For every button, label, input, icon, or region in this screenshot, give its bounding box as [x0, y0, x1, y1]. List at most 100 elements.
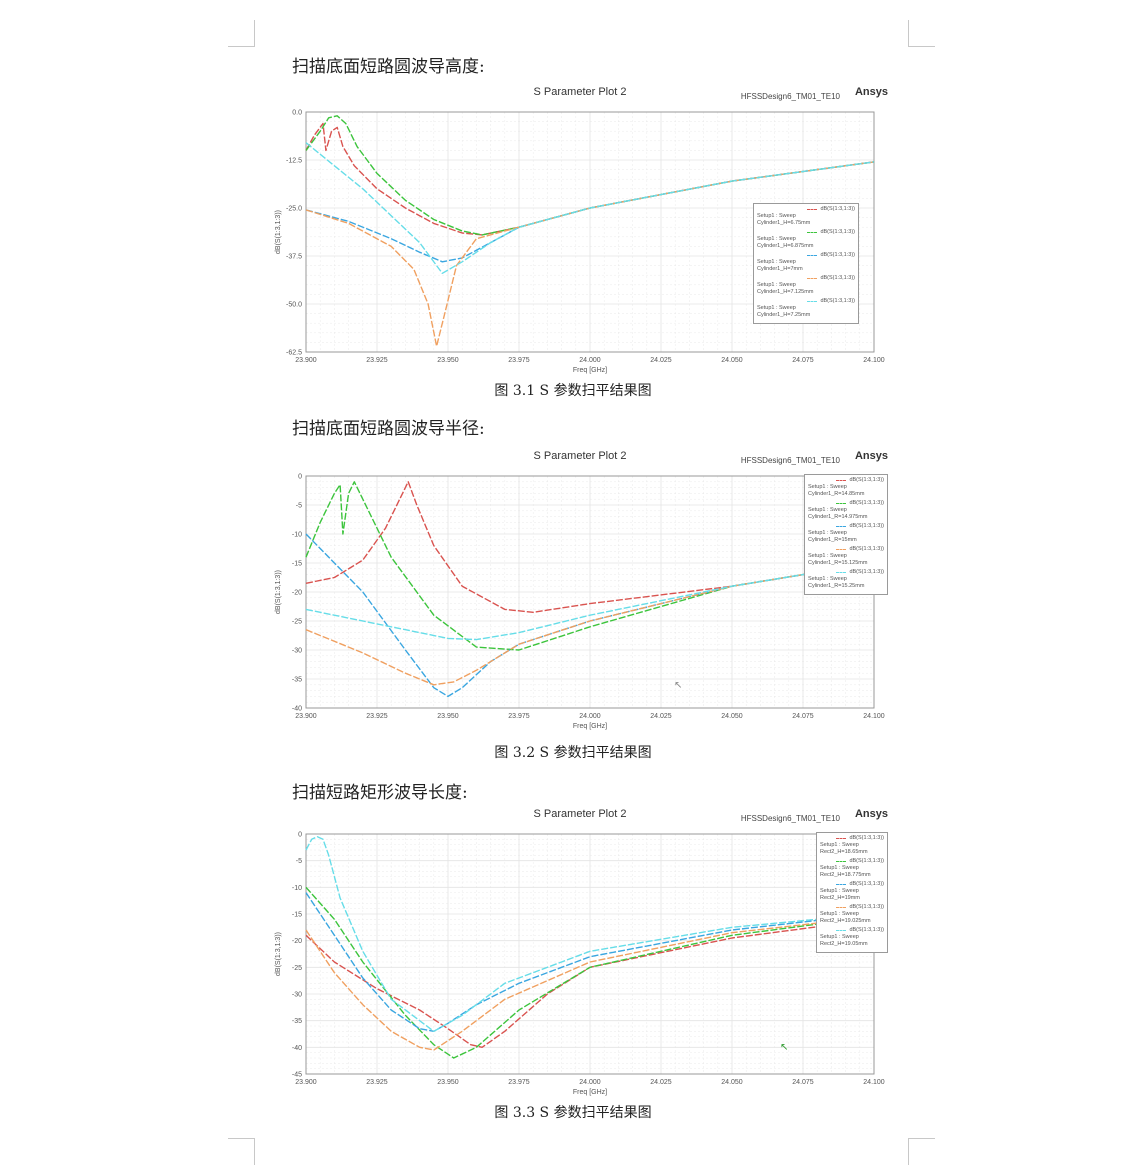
y-tick-label: -45 — [292, 1072, 302, 1079]
chart-3: S Parameter Plot 2 HFSSDesign6_TM01_TE10… — [268, 806, 892, 1098]
legend-swatch — [807, 278, 818, 279]
x-tick-label: 23.925 — [366, 713, 388, 720]
x-tick-label: 24.000 — [579, 713, 601, 720]
y-tick-label: -40 — [292, 1045, 302, 1052]
legend-entry-title: dB(S(1:3,1:3)) — [757, 298, 855, 305]
y-tick-label: 0 — [298, 832, 302, 839]
legend-setup: Setup1 : Sweep — [820, 911, 859, 917]
legend-entry-title: dB(S(1:3,1:3)) — [808, 477, 884, 484]
chart-title: S Parameter Plot 2 — [533, 808, 627, 820]
x-tick-label: 24.075 — [792, 357, 814, 364]
legend-swatch — [807, 209, 818, 210]
y-tick-label: -62.5 — [286, 350, 302, 357]
legend-param: Rect2_H=19mm — [820, 895, 860, 901]
chart-legend: dB(S(1:3,1:3)) Setup1 : Sweep Rect2_H=18.6… — [816, 832, 888, 953]
series-line-Rect2_H=19.025mm — [305, 916, 875, 1051]
legend-swatch — [807, 232, 818, 233]
x-tick-label: 24.100 — [863, 1079, 885, 1086]
legend-entry-title: dB(S(1:3,1:3)) — [757, 252, 855, 259]
figure-caption: 图 3.2 S 参数扫平结果图 — [494, 745, 652, 761]
y-tick-label: -10 — [292, 885, 302, 892]
chart-legend: dB(S(1:3,1:3)) Setup1 : Sweep Cylinder1_H=… — [753, 203, 859, 324]
legend-setup: Setup1 : Sweep — [808, 576, 847, 582]
legend-entry-title: dB(S(1:3,1:3)) — [808, 523, 884, 530]
legend-setup: Setup1 : Sweep — [808, 507, 847, 513]
x-tick-label: 24.050 — [721, 357, 743, 364]
series-line-Rect2_H=18.775mm — [305, 886, 875, 1059]
y-tick-label: -12.5 — [286, 158, 302, 165]
x-tick-label: 23.950 — [437, 1079, 459, 1086]
legend-entry: dB(S(1:3,1:3)) Setup1 : Sweep Cylinder1_H=… — [757, 229, 855, 250]
legend-label: dB(S(1:3,1:3)) — [849, 927, 884, 933]
legend-setup: Setup1 : Sweep — [820, 934, 859, 940]
section-heading: 扫描底面短路圆波导高度: — [292, 57, 485, 77]
series-line-Cylinder1_H=7.125mm — [305, 161, 875, 347]
y-tick-label: 0.0 — [292, 110, 302, 117]
x-tick-label: 23.950 — [437, 357, 459, 364]
x-tick-label: 23.900 — [295, 713, 317, 720]
y-tick-label: -50.0 — [286, 302, 302, 309]
chart-title: S Parameter Plot 2 — [533, 86, 627, 98]
chart-design-label: HFSSDesign6_TM01_TE10 — [740, 814, 840, 823]
legend-swatch — [836, 480, 847, 481]
chart-design-label: HFSSDesign6_TM01_TE10 — [740, 92, 840, 101]
series-line-Rect2_H=19.05mm — [305, 835, 875, 1033]
x-tick-label: 23.975 — [508, 713, 530, 720]
x-tick-label: 23.975 — [508, 1079, 530, 1086]
legend-swatch — [807, 301, 818, 302]
legend-swatch — [836, 907, 847, 908]
legend-param: Rect2_H=18.65mm — [820, 849, 868, 855]
legend-label: dB(S(1:3,1:3)) — [849, 477, 884, 483]
legend-entry: dB(S(1:3,1:3)) Setup1 : Sweep Cylinder1_R=… — [808, 500, 884, 521]
series-line-Cylinder1_H=7.25mm — [305, 142, 875, 275]
y-tick-label: 0 — [298, 474, 302, 481]
legend-setup: Setup1 : Sweep — [757, 236, 796, 242]
legend-swatch — [807, 255, 818, 256]
series-line-Rect2_H=19mm — [305, 892, 875, 1033]
legend-entry-title: dB(S(1:3,1:3)) — [820, 881, 884, 888]
y-tick-label: -5 — [296, 858, 302, 865]
legend-label: dB(S(1:3,1:3)) — [849, 835, 884, 841]
legend-setup: Setup1 : Sweep — [757, 213, 796, 219]
legend-label: dB(S(1:3,1:3)) — [820, 275, 855, 281]
y-tick-label: -20 — [292, 590, 302, 597]
legend-swatch — [836, 884, 847, 885]
legend-swatch — [836, 549, 847, 550]
legend-entry: dB(S(1:3,1:3)) Setup1 : Sweep Cylinder1_H=… — [757, 275, 855, 296]
x-tick-label: 24.000 — [579, 1079, 601, 1086]
chart-legend: dB(S(1:3,1:3)) Setup1 : Sweep Cylinder1_R=… — [804, 474, 888, 595]
legend-entry: dB(S(1:3,1:3)) Setup1 : Sweep Cylinder1_R=… — [808, 569, 884, 590]
figure-caption: 图 3.1 S 参数扫平结果图 — [494, 383, 652, 399]
legend-setup: Setup1 : Sweep — [808, 484, 847, 490]
legend-setup: Setup1 : Sweep — [820, 865, 859, 871]
x-axis-label: Freq [GHz] — [573, 1089, 607, 1096]
legend-param: Cylinder1_H=7.25mm — [757, 312, 811, 318]
x-axis-label: Freq [GHz] — [573, 367, 607, 374]
legend-param: Cylinder1_R=14.975mm — [808, 514, 868, 520]
y-tick-label: -20 — [292, 938, 302, 945]
legend-entry-title: dB(S(1:3,1:3)) — [820, 858, 884, 865]
legend-entry: dB(S(1:3,1:3)) Setup1 : Sweep Cylinder1_R=… — [808, 477, 884, 498]
legend-label: dB(S(1:3,1:3)) — [849, 500, 884, 506]
chart-plot: 23.900 23.925 23.950 23.975 24.000 24.025 24.0… — [275, 474, 885, 731]
legend-entry-title: dB(S(1:3,1:3)) — [808, 500, 884, 507]
x-tick-label: 23.925 — [366, 357, 388, 364]
y-tick-label: -15 — [292, 912, 302, 919]
legend-label: dB(S(1:3,1:3)) — [820, 229, 855, 235]
x-tick-label: 23.975 — [508, 357, 530, 364]
legend-setup: Setup1 : Sweep — [820, 888, 859, 894]
legend-param: Cylinder1_H=7mm — [757, 266, 803, 272]
y-tick-label: -30 — [292, 648, 302, 655]
y-tick-label: -35 — [292, 1018, 302, 1025]
legend-entry: dB(S(1:3,1:3)) Setup1 : Sweep Rect2_H=19mm — [820, 881, 884, 902]
x-tick-label: 24.025 — [650, 357, 672, 364]
legend-swatch — [836, 572, 847, 573]
legend-entry-title: dB(S(1:3,1:3)) — [820, 904, 884, 911]
x-tick-label: 24.075 — [792, 713, 814, 720]
y-tick-label: -25 — [292, 619, 302, 626]
legend-label: dB(S(1:3,1:3)) — [849, 858, 884, 864]
y-tick-label: -25 — [292, 965, 302, 972]
y-axis-label: dB(S(1:3,1:3)) — [275, 932, 282, 976]
x-tick-label: 24.050 — [721, 1079, 743, 1086]
legend-param: Cylinder1_H=6.75mm — [757, 220, 811, 226]
